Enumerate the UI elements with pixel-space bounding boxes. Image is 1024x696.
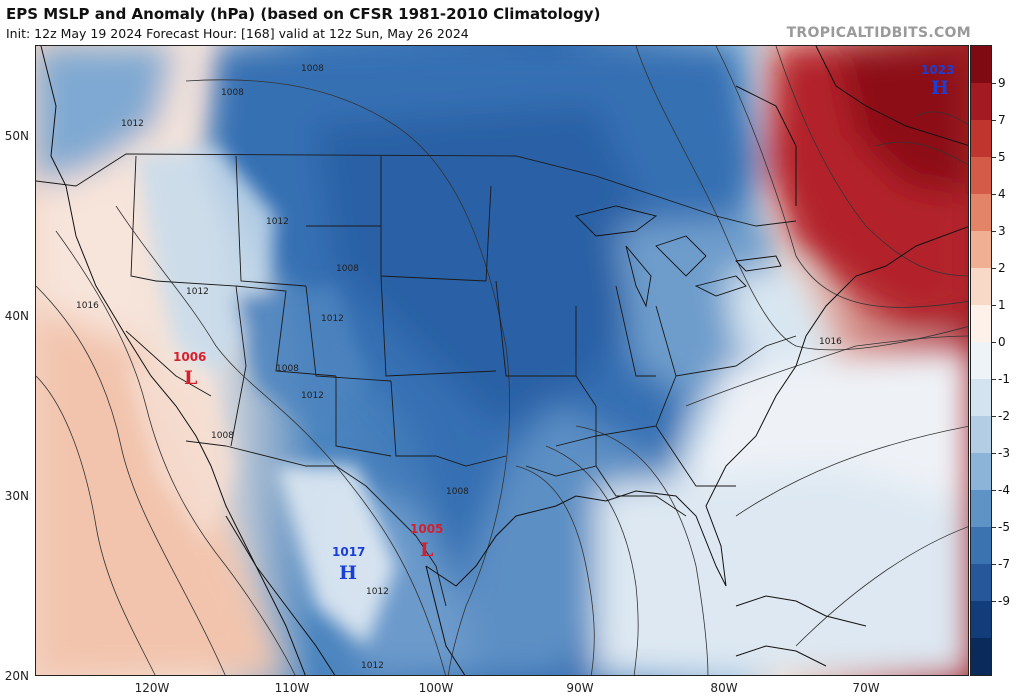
colorbar-tick-mark (992, 416, 996, 417)
colorbar-segment (971, 416, 991, 453)
isobar-label: 1012 (266, 217, 289, 227)
colorbar-segment (971, 527, 991, 564)
lon-label-100w: 100W (418, 681, 454, 695)
colorbar-tick-label: -4 (998, 483, 1010, 497)
high-marker-icon: H (339, 562, 357, 584)
colorbar-tick-mark (992, 83, 996, 84)
colorbar-tick-mark (992, 342, 996, 343)
pressure-center-low-1005: 1005 L (410, 522, 443, 561)
colorbar-tick-mark (992, 120, 996, 121)
lon-label-90w: 90W (566, 681, 594, 695)
isobar-label: 1016 (76, 301, 99, 311)
map-canvas: 1008 1008 1012 1012 1012 1008 1016 1012 … (36, 46, 968, 675)
high-marker-icon: H (931, 77, 949, 99)
colorbar-segment (971, 453, 991, 490)
anomaly-field (36, 46, 968, 675)
isobar-label: 1016 (819, 337, 842, 347)
colorbar-tick-label: 1 (998, 298, 1006, 312)
colorbar-tick-label: 3 (998, 224, 1006, 238)
colorbar-segment (971, 268, 991, 305)
political-borders (36, 153, 797, 607)
anomaly-map: 1008 1008 1012 1012 1012 1008 1016 1012 … (35, 45, 969, 676)
colorbar-tick-label: -1 (998, 372, 1010, 386)
isobar-label-group: 1008 1008 1012 1012 1012 1008 1016 1012 … (76, 64, 842, 671)
pressure-center-low-1006: 1006 L (173, 350, 206, 389)
lon-label-120w: 120W (134, 681, 170, 695)
colorbar-segment (971, 601, 991, 638)
pressure-value: 1023 (921, 63, 954, 77)
colorbar-tick-label: -2 (998, 409, 1010, 423)
colorbar-tick-mark (992, 527, 996, 528)
isobar-label: 1008 (211, 431, 234, 441)
isobar-label: 1012 (321, 314, 344, 324)
low-marker-icon: L (420, 539, 433, 561)
colorbar-tick-mark (992, 564, 996, 565)
colorbar-segment (971, 342, 991, 379)
pressure-value: 1017 (332, 545, 365, 559)
colorbar-tick-label: 5 (998, 150, 1006, 164)
colorbar-segment (971, 231, 991, 268)
isobar-label: 1012 (301, 391, 324, 401)
colorbar-tick-label: 2 (998, 261, 1006, 275)
isobar-label: 1008 (276, 364, 299, 374)
site-credit: TROPICALTIDBITS.COM (786, 25, 971, 41)
colorbar-tick-mark (992, 490, 996, 491)
colorbar-segment (971, 194, 991, 231)
pressure-value: 1005 (410, 522, 443, 536)
isobar-label: 1012 (186, 287, 209, 297)
isobar-label: 1008 (446, 487, 469, 497)
low-marker-icon: L (184, 367, 197, 389)
coastlines (40, 46, 968, 675)
colorbar-tick-mark (992, 157, 996, 158)
colorbar-tick-label: 7 (998, 113, 1006, 127)
colorbar-tick-mark (992, 379, 996, 380)
pressure-center-high-1017: 1017 H (332, 545, 365, 584)
isobar-label: 1012 (121, 119, 144, 129)
colorbar-tick-label: -9 (998, 594, 1010, 608)
colorbar-tick-label: 4 (998, 187, 1006, 201)
colorbar-segment (971, 83, 991, 120)
colorbar-tick-label: -3 (998, 446, 1010, 460)
colorbar-tick-mark (992, 305, 996, 306)
colorbar-tick-mark (992, 194, 996, 195)
colorbar-tick-mark (992, 231, 996, 232)
colorbar-tick-label: -7 (998, 557, 1010, 571)
isobar-label: 1008 (301, 64, 324, 74)
colorbar-segment (971, 564, 991, 601)
colorbar-tick-mark (992, 268, 996, 269)
colorbar-tick-label: -5 (998, 520, 1010, 534)
lon-label-110w: 110W (274, 681, 310, 695)
anomaly-colorbar (970, 45, 992, 676)
colorbar-tick-label: 0 (998, 335, 1006, 349)
map-title: EPS MSLP and Anomaly (hPa) (based on CFS… (6, 5, 601, 23)
lon-label-80w: 80W (710, 681, 738, 695)
colorbar-segment (971, 46, 991, 83)
isobar-label: 1008 (221, 88, 244, 98)
colorbar-segment (971, 490, 991, 527)
colorbar-segment (971, 379, 991, 416)
lon-label-70w: 70W (852, 681, 880, 695)
pressure-value: 1006 (173, 350, 206, 364)
colorbar-tick-label: 9 (998, 76, 1006, 90)
colorbar-segment (971, 120, 991, 157)
isobar-label: 1008 (336, 264, 359, 274)
lat-label-40n: 40N (4, 309, 29, 323)
isobar-label: 1012 (366, 587, 389, 597)
isobars (36, 46, 968, 675)
map-subtitle: Init: 12z May 19 2024 Forecast Hour: [16… (6, 26, 469, 41)
isobar-label: 1012 (361, 661, 384, 671)
lat-label-50n: 50N (4, 129, 29, 143)
colorbar-segment (971, 638, 991, 675)
great-lakes (575, 205, 782, 308)
colorbar-segment (971, 305, 991, 342)
lat-label-20n: 20N (4, 669, 29, 683)
colorbar-segment (971, 157, 991, 194)
colorbar-tick-mark (992, 601, 996, 602)
lat-label-30n: 30N (4, 489, 29, 503)
pressure-center-high-1023: 1023 H (921, 63, 954, 99)
colorbar-tick-mark (992, 453, 996, 454)
